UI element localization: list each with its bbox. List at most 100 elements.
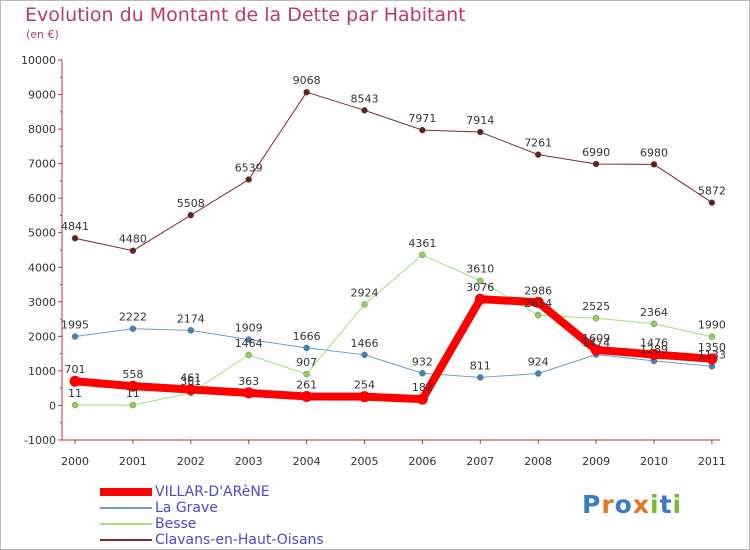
data-label: 1995 [61,319,89,332]
legend-swatch [100,507,152,509]
legend-label: VILLAR-D'ARèNE [155,484,270,500]
legend-label: La Grave [155,500,218,516]
data-point [535,370,542,377]
logo-letter: r [601,490,615,519]
data-label: 9068 [293,74,321,87]
x-tick-label: 2001 [119,455,147,468]
legend-item: VILLAR-D'ARèNE [100,484,270,500]
logo-letter: P [582,490,602,519]
y-tick-label: 1000 [28,365,56,378]
data-point [361,301,368,308]
data-label: 461 [180,372,201,385]
data-label: 907 [296,356,317,369]
data-point [532,296,544,308]
legend-swatch [100,539,152,541]
data-label: 4361 [408,237,436,250]
data-label: 4480 [119,233,147,246]
data-label: 1464 [235,337,263,350]
x-tick-label: 2009 [582,455,610,468]
logo-letter: i [672,490,683,519]
data-label: 1133 [698,348,726,361]
data-point [303,370,310,378]
data-label: 3610 [466,263,494,276]
data-point [419,251,426,259]
data-label: 1350 [698,341,726,354]
data-label: 6990 [582,146,610,159]
data-label: 5508 [177,197,205,210]
logo-letter: x [632,490,650,519]
data-label: 7914 [466,114,494,127]
data-label: 1909 [235,322,263,335]
data-point [592,315,600,322]
chart-title: Evolution du Montant de la Dette par Hab… [25,4,466,26]
data-point [477,128,484,136]
data-label: 182 [412,381,433,394]
legend-label: Besse [155,516,197,532]
data-point [650,320,658,327]
data-point [706,353,718,365]
chart-subtitle: (en €) [26,28,59,41]
data-label: 558 [122,368,143,381]
data-label: 6539 [235,162,263,175]
data-point [71,235,79,242]
series-layer [69,88,718,409]
y-tick-label: -1000 [24,434,56,447]
data-label: 11 [126,387,140,400]
legend-swatch [100,488,152,496]
data-point [71,401,79,409]
y-tick-label: 4000 [28,261,56,274]
data-label: 2364 [640,306,668,319]
x-tick-label: 2011 [698,455,726,468]
data-point [303,344,310,352]
data-point [71,333,79,340]
axes: -1000 0 1000 2000 3000 4000 5000 6000 7000 8000 90… [21,54,726,468]
data-label: 1289 [640,343,668,356]
data-label: 363 [238,375,259,388]
data-point [416,393,428,405]
legend-item: La Grave [100,500,218,516]
data-point [419,126,426,134]
y-tick-label: 5000 [28,227,56,240]
data-point [650,161,658,168]
data-label: 254 [354,379,375,392]
data-label: 932 [412,355,433,368]
data-point [474,293,486,305]
legend-item: Besse [100,516,196,532]
data-label: 7261 [524,137,552,150]
x-tick-label: 2003 [235,455,263,468]
data-label: 924 [528,356,549,369]
series-line [71,295,716,404]
data-label: 2222 [119,311,147,324]
data-label: 361 [180,375,201,388]
x-tick-label: 2004 [293,455,321,468]
logo-letter: t [659,490,673,519]
data-point [69,375,81,387]
legend-label: Clavans-en-Haut-Oisans [155,532,324,548]
y-tick-label: 6000 [28,192,56,205]
data-label: 1666 [293,330,321,343]
y-tick-label: 0 [49,399,56,412]
data-point [708,199,716,206]
data-label: 1466 [351,337,379,350]
y-tick-label: 7000 [28,158,56,171]
data-point [477,277,484,284]
x-tick-label: 2007 [466,455,494,468]
data-point [535,311,542,319]
data-point [535,151,542,158]
data-point [592,160,600,168]
series-besse [71,251,716,409]
series-clavans-en-haut-oisans [71,88,716,254]
x-tick-label: 2010 [640,455,668,468]
data-point [708,333,716,340]
data-point [245,176,252,183]
data-label: 7971 [408,112,436,125]
data-label: 2525 [582,300,610,313]
data-label: 2174 [177,312,205,325]
data-point [477,374,484,381]
data-label: 6980 [640,146,668,159]
legend-item: Clavans-en-Haut-Oisans [100,532,324,548]
data-label: 2986 [524,284,552,297]
data-point [590,344,602,356]
data-point [361,351,368,359]
